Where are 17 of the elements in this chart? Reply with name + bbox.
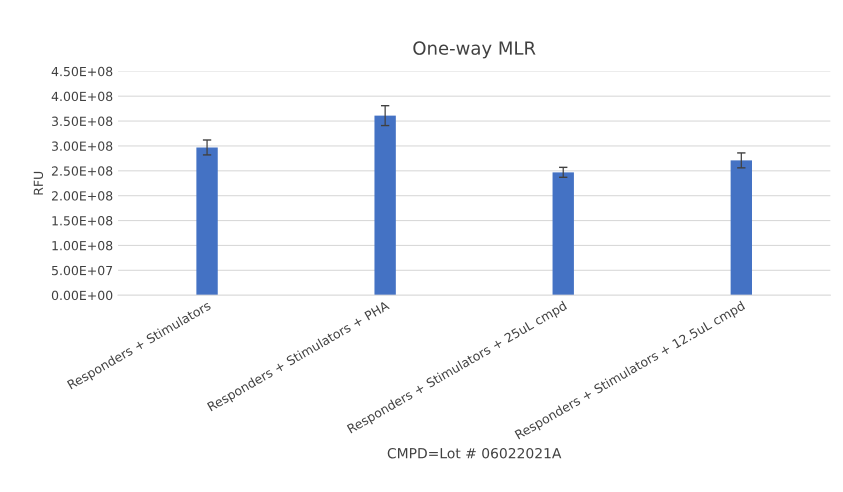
y-tick-label: 1.00E+08 xyxy=(52,240,112,250)
y-tick-label: 4.00E+08 xyxy=(52,92,112,102)
y-tick-label: 2.50E+08 xyxy=(52,166,112,176)
bar xyxy=(730,160,752,296)
y-tick-label: 3.00E+08 xyxy=(52,141,112,151)
x-axis-title: CMPD=Lot # 06022021A xyxy=(388,448,562,458)
y-tick-label: 1.50E+08 xyxy=(52,216,112,226)
y-axis-title: RFU xyxy=(34,172,44,195)
bar xyxy=(374,116,396,296)
y-tick-label: 3.50E+08 xyxy=(52,116,112,126)
y-tick-label: 0.00E+00 xyxy=(52,290,112,300)
chart-title: One-way MLR xyxy=(413,41,536,58)
y-tick-label: 2.00E+08 xyxy=(52,191,112,201)
bar xyxy=(196,147,218,296)
bar xyxy=(552,172,574,296)
y-tick-label: 4.50E+08 xyxy=(52,66,112,76)
y-tick-label: 5.00E+07 xyxy=(52,266,112,276)
